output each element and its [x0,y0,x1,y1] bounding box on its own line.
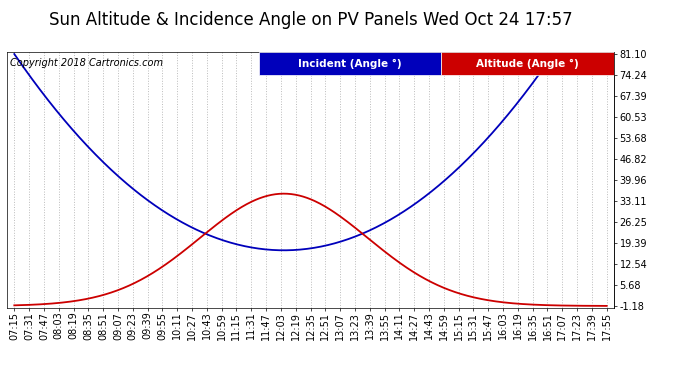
FancyBboxPatch shape [259,53,441,75]
FancyBboxPatch shape [441,53,614,75]
Text: Altitude (Angle °): Altitude (Angle °) [476,59,579,69]
Text: Sun Altitude & Incidence Angle on PV Panels Wed Oct 24 17:57: Sun Altitude & Incidence Angle on PV Pan… [49,11,572,29]
Text: Incident (Angle °): Incident (Angle °) [298,59,402,69]
Text: Copyright 2018 Cartronics.com: Copyright 2018 Cartronics.com [10,58,163,68]
